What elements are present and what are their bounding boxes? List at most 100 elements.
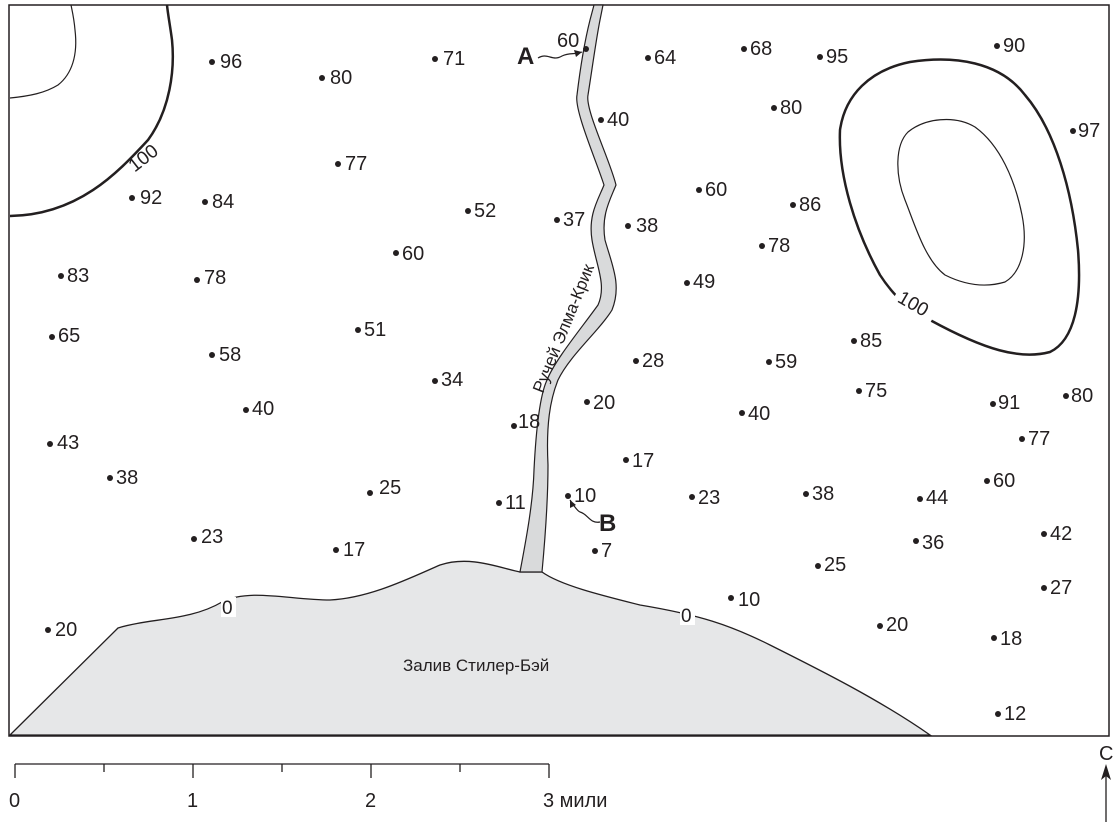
- contour-label-0-west: 0: [222, 598, 233, 619]
- contour-inner-east: [897, 118, 1025, 286]
- point-b-label: B: [599, 510, 616, 537]
- svg-text:80: 80: [1071, 385, 1093, 407]
- elevation-point: 80: [771, 97, 802, 119]
- svg-text:10: 10: [738, 589, 760, 611]
- elevation-point: 65: [49, 325, 80, 347]
- svg-text:18: 18: [518, 411, 540, 433]
- svg-text:25: 25: [824, 554, 846, 576]
- elevation-point: 40: [739, 403, 770, 425]
- elevation-point: 80: [1063, 385, 1093, 407]
- svg-text:60: 60: [402, 243, 424, 265]
- scale-label-0: 0: [9, 790, 20, 812]
- elevation-point: 28: [633, 350, 664, 372]
- elevation-point: 90: [994, 35, 1025, 57]
- elevation-point: 84: [202, 191, 234, 213]
- svg-text:60: 60: [993, 470, 1015, 492]
- elevation-point: 52: [465, 200, 496, 222]
- elevation-point: 77: [1019, 428, 1050, 450]
- scale-label-1: 1: [187, 790, 198, 812]
- map-frame: [8, 4, 1110, 737]
- bay-label: Залив Стилер-Бэй: [403, 656, 549, 675]
- svg-text:23: 23: [201, 526, 223, 548]
- svg-text:77: 77: [1028, 428, 1050, 450]
- leader-arrow-head-a: [574, 50, 582, 57]
- svg-text:27: 27: [1050, 577, 1072, 599]
- elevation-point: 20: [45, 619, 77, 641]
- svg-text:38: 38: [812, 483, 834, 505]
- svg-text:49: 49: [693, 271, 715, 293]
- elevation-point: 11: [496, 492, 526, 514]
- elevation-point: 91: [990, 392, 1020, 414]
- elevation-point: 44: [917, 487, 948, 509]
- elevation-point: 96: [209, 51, 242, 73]
- svg-text:34: 34: [441, 369, 463, 391]
- svg-text:44: 44: [926, 487, 948, 509]
- elevation-point: 38: [107, 467, 138, 489]
- elevation-point: 77: [335, 153, 367, 175]
- elevation-point: 20: [584, 392, 615, 414]
- elevation-point: 40: [598, 109, 629, 131]
- elevation-point: 80: [319, 67, 352, 89]
- svg-text:10: 10: [574, 485, 596, 507]
- svg-text:80: 80: [330, 67, 352, 89]
- elevation-point: 34: [432, 369, 463, 391]
- elevation-point: 7: [592, 540, 612, 562]
- creek: [519, 4, 617, 573]
- elevation-point: 86: [790, 194, 821, 216]
- elevation-point: 60: [557, 30, 589, 52]
- elevation-point: 59: [766, 351, 797, 373]
- svg-text:28: 28: [642, 350, 664, 372]
- svg-text:36: 36: [922, 532, 944, 554]
- svg-text:43: 43: [57, 432, 79, 454]
- svg-text:78: 78: [204, 267, 226, 289]
- elevation-point: 60: [696, 179, 727, 201]
- svg-text:84: 84: [212, 191, 234, 213]
- elevation-point: 68: [741, 38, 772, 60]
- elevation-point: 58: [209, 344, 241, 366]
- contour-100-northwest: [9, 4, 175, 218]
- svg-text:78: 78: [768, 235, 790, 257]
- svg-text:65: 65: [58, 325, 80, 347]
- svg-text:90: 90: [1003, 35, 1025, 57]
- svg-text:64: 64: [654, 47, 676, 69]
- elevation-point: 75: [856, 380, 887, 402]
- svg-text:97: 97: [1078, 120, 1100, 142]
- svg-text:37: 37: [563, 209, 585, 231]
- svg-text:77: 77: [345, 153, 367, 175]
- elevation-point: 27: [1041, 577, 1072, 599]
- svg-text:40: 40: [607, 109, 629, 131]
- elevation-point: 10: [565, 485, 596, 507]
- elevation-point: 12: [995, 703, 1026, 725]
- svg-text:12: 12: [1004, 703, 1026, 725]
- svg-text:18: 18: [1000, 628, 1022, 650]
- north-label: С: [1099, 743, 1113, 765]
- elevation-point: 78: [759, 235, 790, 257]
- svg-text:75: 75: [865, 380, 887, 402]
- svg-text:25: 25: [379, 477, 401, 499]
- elevation-point: 92: [129, 187, 162, 209]
- elevation-point: 38: [803, 483, 834, 505]
- elevation-point: 37: [554, 209, 585, 231]
- elevation-point: 38: [625, 215, 658, 237]
- svg-text:7: 7: [601, 540, 612, 562]
- elevation-point: 49: [684, 271, 715, 293]
- elevation-point: 64: [645, 47, 676, 69]
- elevation-point: 18: [511, 411, 540, 433]
- elevation-point: 42: [1041, 523, 1072, 545]
- svg-text:83: 83: [67, 265, 89, 287]
- scale-label-3: 3 мили: [543, 790, 607, 812]
- svg-text:60: 60: [557, 30, 579, 52]
- contour-label-0-east: 0: [681, 606, 692, 627]
- scale-label-2: 2: [365, 790, 376, 812]
- svg-text:42: 42: [1050, 523, 1072, 545]
- svg-text:71: 71: [443, 48, 465, 70]
- svg-text:20: 20: [55, 619, 77, 641]
- elevation-point: 18: [991, 628, 1022, 650]
- elevation-point: 25: [367, 477, 401, 499]
- elevation-point: 10: [728, 589, 760, 611]
- svg-text:20: 20: [886, 614, 908, 636]
- svg-text:86: 86: [799, 194, 821, 216]
- elevation-point: 36: [913, 532, 944, 554]
- svg-text:68: 68: [750, 38, 772, 60]
